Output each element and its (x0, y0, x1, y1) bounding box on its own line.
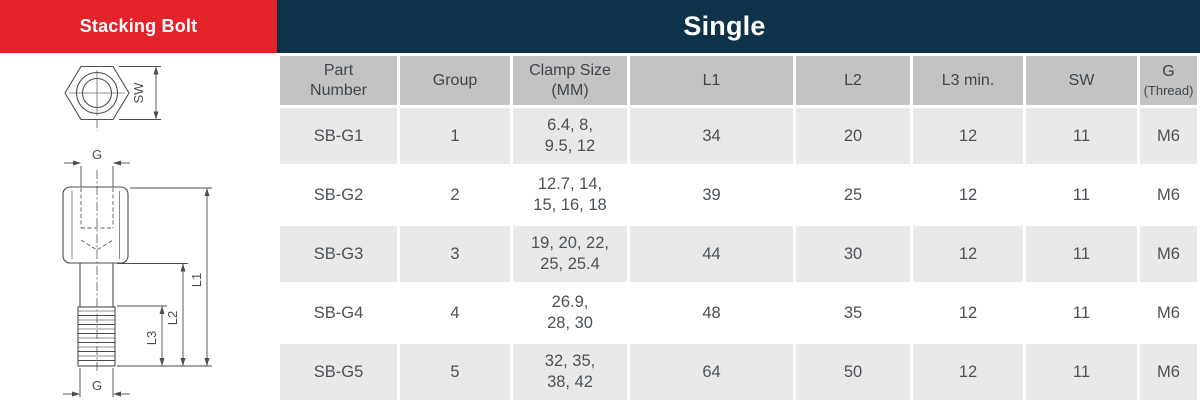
cell-g-thread: M6 (1140, 167, 1197, 223)
cell-l1: 39 (630, 167, 793, 223)
cell-sw: 11 (1026, 108, 1137, 164)
l1-label: L1 (189, 273, 204, 287)
cell-l1: 48 (630, 285, 793, 341)
cell-l2: 20 (796, 108, 910, 164)
cell-l1: 44 (630, 226, 793, 282)
cell-l3: 12 (913, 344, 1023, 400)
cell-g-thread: M6 (1140, 285, 1197, 341)
bolt-side-view (62, 170, 129, 374)
l1-dimension: L1 (117, 187, 212, 367)
cell-l3: 12 (913, 108, 1023, 164)
cell-l2: 50 (796, 344, 910, 400)
cell-l2: 30 (796, 226, 910, 282)
g-top-label: G (92, 147, 102, 162)
table-row: SB-G2 2 12.7, 14, 15, 16, 18 39 25 12 11… (280, 167, 1197, 223)
cell-sw: 11 (1026, 285, 1137, 341)
cell-sw: 11 (1026, 226, 1137, 282)
cell-part-number: SB-G1 (280, 108, 397, 164)
col-header-l3-min: L3 min. (913, 56, 1023, 105)
header-row: Part Number Group Clamp Size (MM) L1 L2 … (280, 56, 1197, 105)
col-header-part-number: Part Number (280, 56, 397, 105)
g-bottom-label: G (92, 378, 102, 393)
thread-section (77, 306, 116, 367)
cell-g-thread: M6 (1140, 344, 1197, 400)
cell-clamp-size: 32, 35, 38, 42 (513, 344, 627, 400)
table-row: SB-G3 3 19, 20, 22, 25, 25.4 44 30 12 11… (280, 226, 1197, 282)
cell-sw: 11 (1026, 167, 1137, 223)
col-header-sw: SW (1026, 56, 1137, 105)
cell-l3: 12 (913, 226, 1023, 282)
cell-clamp-size: 19, 20, 22, 25, 25.4 (513, 226, 627, 282)
cell-part-number: SB-G3 (280, 226, 397, 282)
cell-group: 4 (400, 285, 510, 341)
table-row: SB-G1 1 6.4, 8, 9.5, 12 34 20 12 11 M6 (280, 108, 1197, 164)
sw-dimension: SW (119, 66, 161, 120)
cell-l1: 34 (630, 108, 793, 164)
col-header-group: Group (400, 56, 510, 105)
variant-title: Single (683, 11, 766, 41)
l3-dimension: L3 (117, 305, 167, 366)
cell-part-number: SB-G2 (280, 167, 397, 223)
cell-g-thread: M6 (1140, 108, 1197, 164)
col-header-g-thread: G (Thread) (1140, 56, 1197, 105)
cell-clamp-size: 26.9, 28, 30 (513, 285, 627, 341)
table-row: SB-G4 4 26.9, 28, 30 48 35 12 11 M6 (280, 285, 1197, 341)
table-row: SB-G5 5 32, 35, 38, 42 64 50 12 11 M6 (280, 344, 1197, 400)
g-top-dimension: G (64, 147, 130, 187)
cell-part-number: SB-G4 (280, 285, 397, 341)
sw-label: SW (131, 82, 146, 104)
col-header-l1: L1 (630, 56, 793, 105)
cell-l1: 64 (630, 344, 793, 400)
cell-group: 2 (400, 167, 510, 223)
product-title-banner: Stacking Bolt (0, 0, 277, 53)
cell-group: 5 (400, 344, 510, 400)
col-header-clamp-size: Clamp Size (MM) (513, 56, 627, 105)
variant-title-banner: Single (277, 0, 1200, 53)
cell-g-thread: M6 (1140, 226, 1197, 282)
cell-l2: 25 (796, 167, 910, 223)
l3-label: L3 (144, 331, 159, 345)
cell-l2: 35 (796, 285, 910, 341)
bolt-technical-drawing: SW G (0, 53, 277, 403)
cell-clamp-size: 12.7, 14, 15, 16, 18 (513, 167, 627, 223)
cell-clamp-size: 6.4, 8, 9.5, 12 (513, 108, 627, 164)
cell-group: 3 (400, 226, 510, 282)
cell-group: 1 (400, 108, 510, 164)
hex-nut-top-view (64, 65, 130, 131)
cell-l3: 12 (913, 167, 1023, 223)
l2-dimension: L2 (117, 263, 188, 366)
g-bottom-dimension: G (63, 368, 130, 397)
col-header-l2: L2 (796, 56, 910, 105)
l2-label: L2 (165, 311, 180, 325)
cell-sw: 11 (1026, 344, 1137, 400)
spec-table: Part Number Group Clamp Size (MM) L1 L2 … (277, 53, 1200, 403)
product-title: Stacking Bolt (79, 16, 198, 36)
cell-part-number: SB-G5 (280, 344, 397, 400)
cell-l3: 12 (913, 285, 1023, 341)
